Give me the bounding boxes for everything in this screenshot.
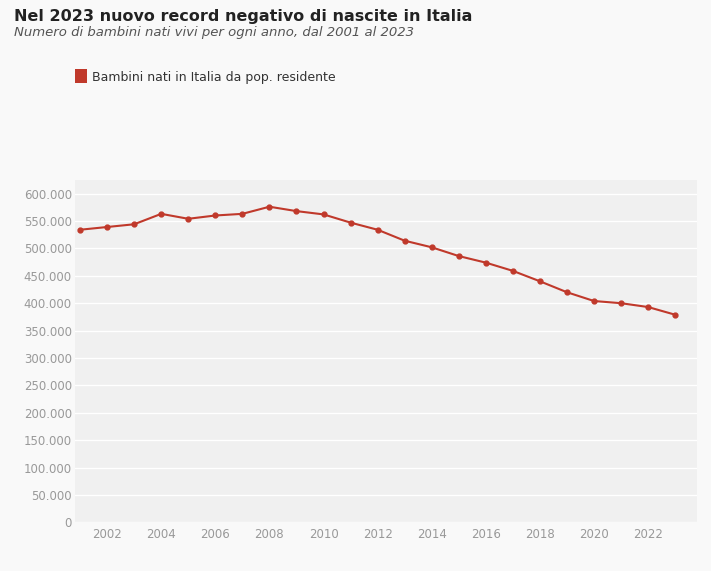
Text: Nel 2023 nuovo record negativo di nascite in Italia: Nel 2023 nuovo record negativo di nascit… bbox=[14, 9, 473, 23]
Text: Numero di bambini nati vivi per ogni anno, dal 2001 al 2023: Numero di bambini nati vivi per ogni ann… bbox=[14, 26, 415, 39]
Text: Bambini nati in Italia da pop. residente: Bambini nati in Italia da pop. residente bbox=[92, 71, 336, 84]
